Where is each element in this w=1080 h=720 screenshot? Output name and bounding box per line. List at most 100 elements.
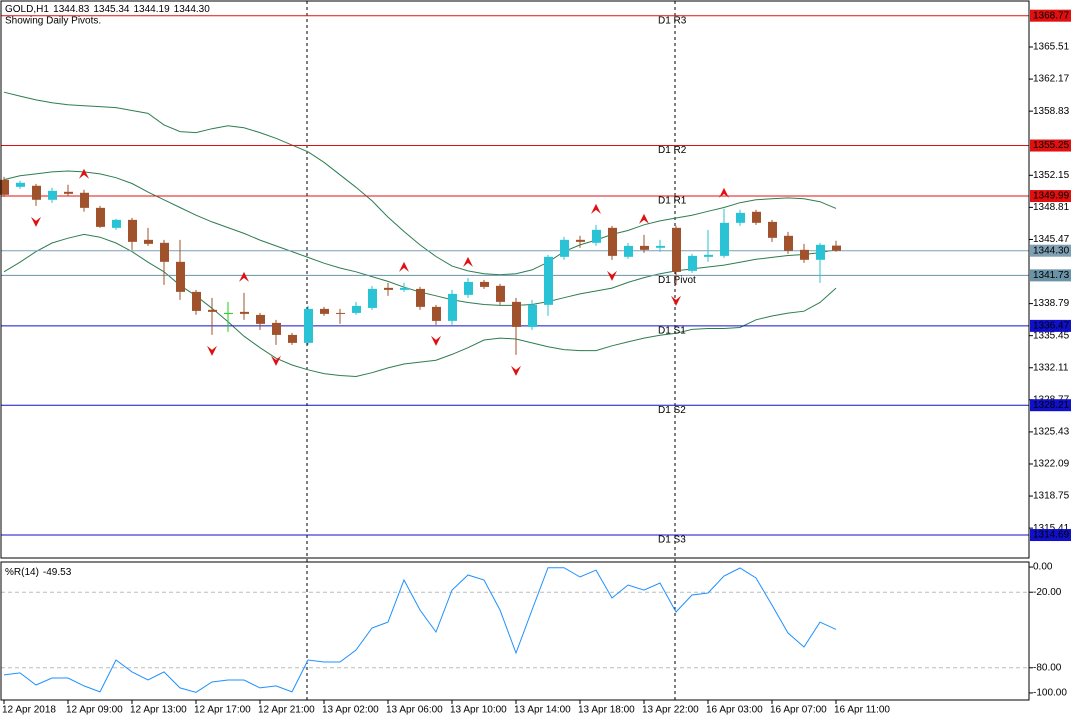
fractal-down	[607, 270, 617, 281]
candle-body	[832, 245, 841, 251]
x-tick-label: 12 Apr 17:00	[194, 705, 251, 716]
x-tick-label: 16 Apr 03:00	[706, 705, 763, 716]
chart-header: GOLD,H1 1344.83 1345.34 1344.19 1344.30	[5, 4, 210, 15]
candle-body	[720, 222, 729, 256]
y-tick-label: 1318.75	[1033, 491, 1070, 502]
y-tick-label: 1358.83	[1033, 106, 1070, 117]
y-tick-label: 1325.43	[1033, 427, 1070, 438]
candle-body	[464, 281, 473, 295]
candle-body	[688, 255, 697, 271]
candle-body	[96, 207, 105, 227]
williams-r-line	[3, 567, 837, 693]
fractal-up	[639, 213, 649, 224]
fractal-down	[271, 355, 281, 366]
candle-body	[224, 312, 233, 314]
pivot-label: D1 R3	[658, 15, 687, 26]
fractal-up	[719, 187, 729, 198]
candle-body	[112, 219, 121, 228]
current-price-box-label: 1344.30	[1033, 245, 1070, 256]
fractal-down	[511, 365, 521, 376]
candle-body	[752, 211, 761, 223]
candle-body	[560, 239, 569, 257]
candle-body	[704, 254, 713, 257]
x-tick-label: 13 Apr 10:00	[450, 705, 507, 716]
x-tick-label: 13 Apr 02:00	[322, 705, 379, 716]
indicator-value: -49.53	[43, 567, 72, 578]
candle-body	[656, 245, 665, 248]
candle-body	[160, 242, 169, 262]
candle-body	[192, 291, 201, 311]
bollinger-band	[3, 233, 837, 378]
fractal-up	[591, 203, 601, 214]
candle-body	[496, 285, 505, 302]
candle-body	[480, 281, 489, 287]
y-tick-label: 1362.17	[1033, 74, 1070, 85]
y-tick-label: 1365.51	[1033, 42, 1070, 53]
candle-body	[256, 314, 265, 324]
y-tick-label: 1352.15	[1033, 170, 1070, 181]
main-frame	[0, 0, 1030, 559]
fractal-down	[207, 345, 217, 356]
fractal-up	[79, 168, 89, 179]
candle-body	[400, 287, 409, 290]
pivot-box-label: 1336.47	[1033, 321, 1070, 332]
pivot-box-label: 1341.73	[1033, 270, 1070, 281]
candle-body	[608, 227, 617, 256]
candle-body	[320, 308, 329, 314]
fractal-down	[31, 216, 41, 227]
candle-body	[144, 239, 153, 244]
candle-body	[48, 190, 57, 200]
chart-subtitle: Showing Daily Pivots.	[5, 16, 101, 27]
bollinger-band	[3, 91, 837, 276]
candle-body	[336, 312, 345, 314]
pivot-box	[1030, 399, 1071, 412]
candle-body	[800, 249, 809, 260]
x-tick-label: 12 Apr 09:00	[66, 705, 123, 716]
candle-body	[0, 179, 9, 195]
pivot-label: D1 S1	[658, 326, 686, 337]
y-tick-label: 1345.47	[1033, 234, 1070, 245]
candle-body	[128, 219, 137, 242]
candle-body	[736, 212, 745, 223]
fractal-up	[239, 271, 249, 282]
candle-body	[416, 288, 425, 307]
pivot-label: D1 R1	[658, 196, 687, 207]
candle-body	[176, 261, 185, 292]
pivot-box-label: 1314.69	[1033, 530, 1070, 541]
pivot-box-label: 1328.21	[1033, 400, 1070, 411]
y-tick-label: -80.00	[1033, 662, 1062, 673]
high-value: 1345.34	[93, 4, 130, 15]
current-price-box	[1030, 244, 1071, 257]
x-tick-label: 16 Apr 07:00	[770, 705, 827, 716]
pivot-label: D1 S2	[658, 405, 686, 416]
fractal-down	[671, 295, 681, 306]
pivot-box	[1030, 319, 1071, 332]
y-tick-label: 1338.79	[1033, 298, 1070, 309]
x-tick-label: 13 Apr 06:00	[386, 705, 443, 716]
x-tick-label: 13 Apr 14:00	[514, 705, 571, 716]
indicator-name: %R(14)	[5, 567, 39, 578]
x-tick-label: 12 Apr 13:00	[130, 705, 187, 716]
indicator-frame	[0, 561, 1030, 701]
pivot-box-label: 1368.77	[1033, 10, 1070, 21]
x-tick-label: 12 Apr 21:00	[258, 705, 315, 716]
y-tick-label: 0.00	[1033, 562, 1053, 573]
candle-body	[64, 191, 73, 194]
candle-body	[80, 192, 89, 208]
open-value: 1344.83	[53, 4, 90, 15]
x-tick-label: 13 Apr 22:00	[642, 705, 699, 716]
candle-body	[528, 304, 537, 327]
y-tick-label: 1315.41	[1033, 523, 1070, 534]
pivot-label: D1 R2	[658, 145, 687, 156]
symbol: GOLD,H1	[5, 4, 49, 15]
pivot-label: D1 Pivot	[658, 275, 696, 286]
candle-body	[784, 235, 793, 251]
pivot-box	[1030, 9, 1071, 22]
pivot-label: D1 S3	[658, 535, 686, 546]
candle-body	[512, 301, 521, 327]
candle-body	[352, 305, 361, 313]
y-tick-label: 1335.45	[1033, 330, 1070, 341]
candle-body	[208, 309, 217, 312]
